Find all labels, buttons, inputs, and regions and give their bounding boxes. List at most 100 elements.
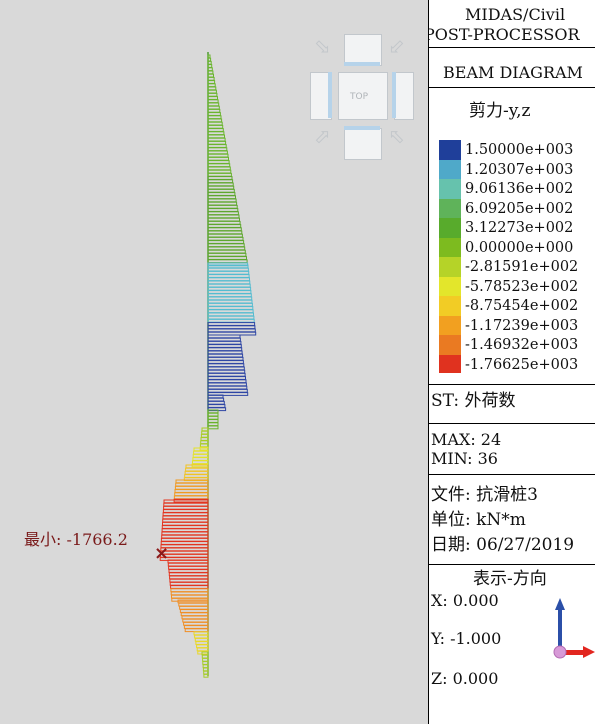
- shear-bar: [207, 264, 249, 269]
- shear-bar: [207, 262, 249, 267]
- legend-value: -1.17239e+003: [465, 317, 579, 334]
- shear-bar: [179, 605, 209, 610]
- stage-label: ST: 外荷数: [431, 391, 516, 411]
- diagram-type: BEAM DIAGRAM: [443, 63, 583, 82]
- shear-bar: [207, 400, 225, 405]
- view-cube-corner-sw-arrow-icon[interactable]: ⬀: [314, 124, 331, 148]
- shear-bar: [178, 602, 209, 607]
- shear-bar: [170, 588, 209, 593]
- shear-bar: [207, 217, 240, 222]
- shear-bar: [207, 259, 248, 264]
- shear-bar: [207, 76, 215, 81]
- shear-bar: [207, 96, 218, 100]
- shear-bar: [207, 385, 248, 390]
- file-name: 文件: 抗滑桩3: [431, 485, 538, 505]
- shear-bar: [207, 83, 216, 88]
- shear-bar: [192, 460, 209, 465]
- shear-bar: [207, 201, 238, 206]
- shear-bar: [163, 499, 209, 504]
- legend-swatch: [439, 257, 461, 277]
- shear-bar: [184, 474, 209, 478]
- shear-bar: [169, 575, 209, 580]
- shear-bar: [207, 425, 219, 430]
- shear-bar: [207, 236, 244, 241]
- view-cube-edge-back[interactable]: [344, 62, 380, 66]
- shear-bar: [207, 412, 219, 417]
- quantity-label: 剪力-y,z: [469, 101, 531, 121]
- shear-bar: [207, 211, 239, 216]
- shear-bar: [207, 60, 212, 65]
- shear-bar: [207, 366, 245, 371]
- shear-bar: [207, 214, 240, 219]
- shear-bar: [207, 89, 217, 94]
- legend-swatch: [439, 159, 461, 180]
- shear-bar: [207, 404, 226, 408]
- shear-bar: [170, 585, 209, 589]
- view-cube-corner-ne-arrow-icon[interactable]: ⬃: [388, 34, 405, 58]
- shear-bar: [207, 243, 245, 248]
- shear-bar: [183, 477, 209, 482]
- shear-bar: [199, 443, 209, 448]
- legend-swatch: [439, 179, 461, 199]
- view-cube-edge-left[interactable]: [328, 72, 332, 118]
- shear-bar: [207, 306, 254, 310]
- view-cube-edge-right[interactable]: [392, 72, 396, 118]
- shear-bar: [207, 422, 219, 427]
- legend-value: -1.76625e+003: [465, 356, 579, 373]
- shear-bar: [181, 615, 209, 620]
- view-cube-corner-se-arrow-icon[interactable]: ⬁: [388, 124, 405, 148]
- model-viewport[interactable]: 最小: -1766.2 × TOP ⬂ ⬃ ⬀ ⬁: [0, 0, 428, 724]
- shear-bar: [179, 609, 209, 613]
- shear-bar: [207, 407, 227, 412]
- view-cube-top-label: TOP: [350, 92, 369, 102]
- shear-bar: [196, 644, 209, 649]
- min-element: MIN: 36: [431, 449, 498, 468]
- shear-bar: [207, 299, 253, 304]
- shear-bar: [207, 86, 217, 91]
- view-cube-face-right[interactable]: [394, 72, 414, 120]
- shear-bar: [174, 492, 209, 497]
- min-location-marker: ×: [154, 543, 170, 564]
- shear-bar: [207, 169, 232, 174]
- shear-bar: [174, 485, 209, 490]
- view-cube[interactable]: TOP ⬂ ⬃ ⬀ ⬁: [308, 30, 414, 162]
- shear-bar: [196, 647, 209, 652]
- view-cube-edge-front[interactable]: [344, 126, 380, 130]
- legend-value: -2.81591e+002: [465, 259, 579, 275]
- shear-bar: [167, 559, 209, 564]
- shear-bar: [207, 227, 242, 232]
- shear-bar: [207, 388, 248, 393]
- view-cube-corner-nw-arrow-icon[interactable]: ⬂: [314, 34, 331, 58]
- panel-divider: [428, 0, 429, 724]
- legend-value: 1.50000e+003: [465, 142, 574, 158]
- shear-bar: [207, 296, 253, 301]
- shear-bar: [161, 528, 209, 533]
- shear-bar: [162, 512, 209, 517]
- shear-bar: [192, 457, 209, 461]
- shear-bar: [171, 594, 209, 599]
- shear-bar: [194, 634, 209, 639]
- view-cube-face-front[interactable]: [344, 128, 382, 160]
- shear-bar: [207, 252, 247, 257]
- shear-bar: [207, 147, 228, 152]
- shear-bar: [207, 337, 241, 342]
- date-divider: [429, 564, 595, 565]
- shear-bar: [207, 409, 219, 414]
- shear-bar: [207, 195, 236, 200]
- shear-bar: [207, 293, 252, 298]
- shear-bar: [207, 140, 227, 145]
- legend-swatch: [439, 296, 461, 316]
- shear-bar: [207, 137, 226, 142]
- shear-bar: [207, 230, 243, 235]
- shear-bar: [183, 621, 209, 626]
- shear-bar: [207, 356, 244, 361]
- shear-bar: [183, 625, 209, 629]
- legend-value: -5.78523e+002: [465, 278, 579, 295]
- view-cube-face-top[interactable]: [338, 72, 388, 120]
- shear-bar: [195, 641, 209, 645]
- shear-bar: [207, 105, 220, 110]
- shear-bar: [207, 283, 251, 288]
- shear-bar: [207, 312, 254, 317]
- shear-bar: [207, 315, 255, 320]
- shear-bar: [161, 534, 209, 539]
